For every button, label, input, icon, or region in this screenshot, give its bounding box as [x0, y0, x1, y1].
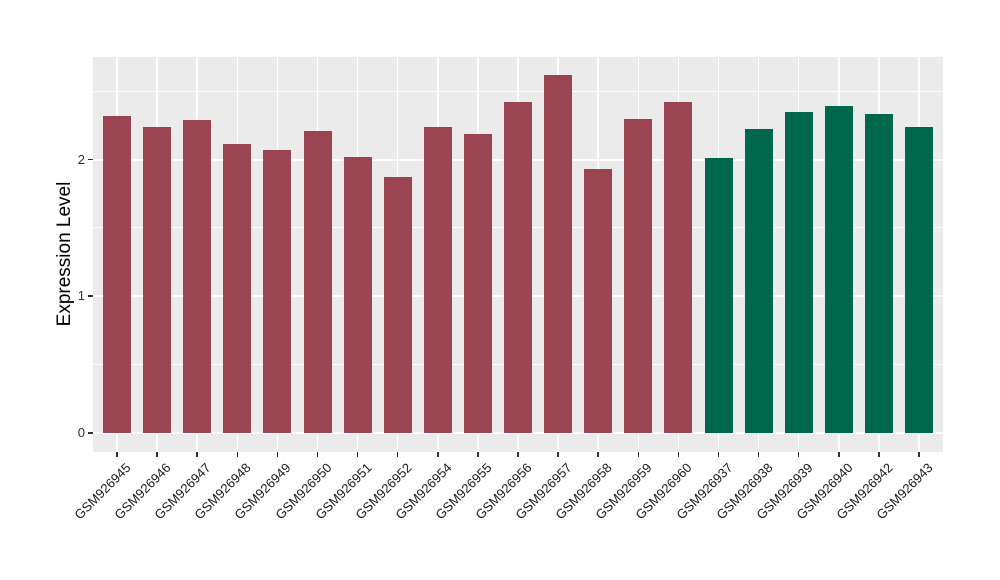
bar-GSM926947	[183, 119, 212, 433]
y-axis-title: Expression Level	[54, 181, 75, 327]
bar-GSM926943	[905, 126, 933, 433]
x-tick-mark	[396, 452, 399, 457]
bar-GSM926945	[103, 115, 131, 433]
x-tick-mark	[838, 452, 840, 457]
x-tick-mark	[316, 452, 319, 457]
x-tick-mark	[116, 452, 118, 457]
x-tick-mark	[517, 452, 519, 457]
bar-GSM926938	[744, 129, 773, 433]
chart-panel	[93, 57, 943, 452]
bar-GSM926937	[704, 158, 733, 433]
bar-GSM926939	[784, 111, 813, 433]
x-tick-mark	[637, 452, 640, 457]
bar-GSM926940	[824, 106, 853, 433]
x-tick-mark	[717, 452, 720, 457]
x-tick-mark	[276, 452, 279, 457]
bar-GSM926959	[624, 118, 653, 433]
bar-GSM926960	[664, 102, 693, 433]
x-tick-mark	[757, 452, 760, 457]
y-tick-mark	[88, 432, 93, 434]
bar-GSM926948	[223, 144, 252, 433]
y-tick-mark	[88, 158, 93, 161]
y-tick-mark	[88, 295, 93, 297]
x-tick-mark	[597, 452, 599, 457]
bar-GSM926954	[423, 126, 452, 433]
x-tick-mark	[437, 452, 439, 457]
bar-GSM926955	[463, 133, 492, 433]
bar-GSM926956	[504, 102, 532, 433]
bar-GSM926946	[143, 126, 172, 433]
bar-GSM926951	[343, 156, 372, 433]
x-tick-mark	[557, 452, 559, 457]
bar-GSM926957	[544, 74, 573, 433]
x-tick-mark	[356, 452, 359, 457]
x-tick-mark	[918, 452, 920, 457]
y-tick-label-2: 2	[77, 151, 85, 167]
bar-GSM926942	[864, 114, 893, 433]
y-tick-label-1: 1	[77, 288, 85, 304]
x-tick-mark	[477, 452, 479, 457]
x-tick-mark	[797, 452, 800, 457]
bar-GSM926952	[383, 177, 412, 433]
x-tick-mark	[677, 452, 680, 457]
bar-GSM926949	[263, 149, 292, 433]
y-tick-label-0: 0	[77, 424, 85, 440]
x-tick-mark	[196, 452, 198, 457]
x-tick-mark	[156, 452, 158, 457]
bar-GSM926958	[584, 169, 613, 433]
x-tick-mark	[878, 452, 880, 457]
bar-GSM926950	[303, 130, 332, 433]
x-tick-mark	[236, 452, 239, 457]
